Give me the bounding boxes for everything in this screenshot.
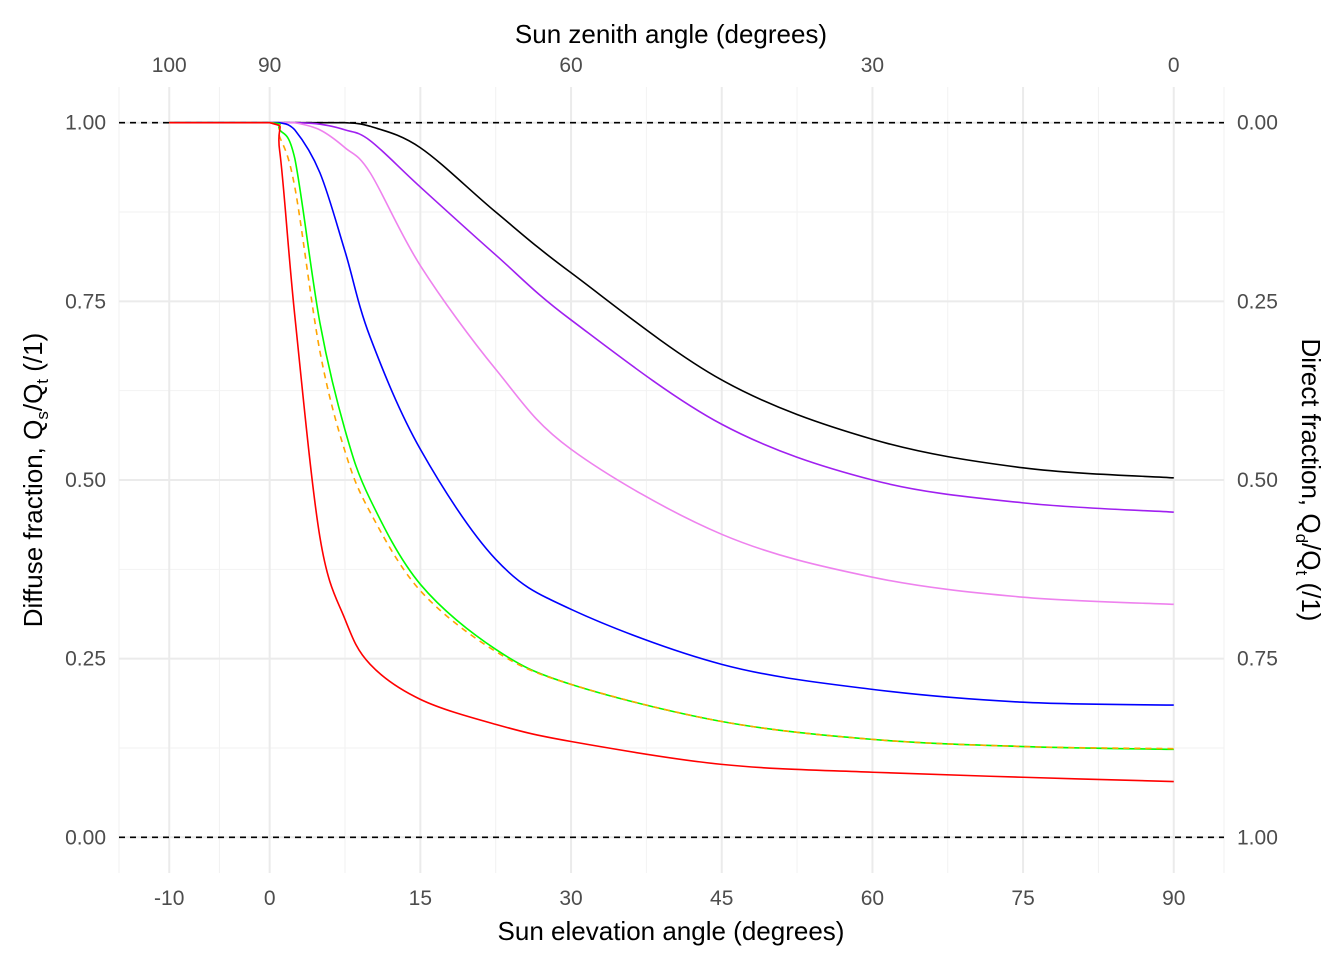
y-tick-label: 0.50 <box>65 469 106 492</box>
top-tick-label: 30 <box>861 54 884 77</box>
series-line-red <box>169 121 1174 783</box>
reference-lines <box>119 121 1224 839</box>
x-tick-label: 15 <box>409 887 432 910</box>
top-tick-label: 100 <box>152 54 187 77</box>
right-tick-label: 0.00 <box>1237 112 1278 135</box>
y-tick-label: 0.25 <box>65 648 106 671</box>
x-tick-label: 45 <box>710 887 733 910</box>
series-line-blue <box>169 121 1174 706</box>
top-tick-label: 0 <box>1168 54 1180 77</box>
top-axis-title: Sun zenith angle (degrees) <box>515 19 827 49</box>
x-tick-label: 30 <box>559 887 582 910</box>
series-line-violet <box>169 121 1174 606</box>
top-tick-label: 90 <box>258 54 281 77</box>
y-tick-label: 1.00 <box>65 112 106 135</box>
right-tick-label: 0.25 <box>1237 290 1278 313</box>
x-tick-label: -10 <box>154 887 184 910</box>
series-line-orange <box>169 121 1174 750</box>
top-tick-label: 60 <box>559 54 582 77</box>
x-tick-label: 60 <box>861 887 884 910</box>
series-lines <box>169 121 1174 783</box>
y-tick-label: 0.75 <box>65 290 106 313</box>
right-tick-label: 0.50 <box>1237 469 1278 492</box>
x-tick-label: 75 <box>1011 887 1034 910</box>
y-axis-title: Diffuse fraction, Qs/Qt (/1) <box>18 333 52 628</box>
tick-labels: -10 0 15 30 45 60 75 90 100 90 60 30 0 0.00 0.25 0.50 0.… <box>65 54 1278 910</box>
x-tick-label: 0 <box>264 887 276 910</box>
right-tick-label: 0.75 <box>1237 648 1278 671</box>
right-axis-title: Direct fraction, Qd/Qt (/1) <box>1292 339 1326 622</box>
x-axis-title: Sun elevation angle (degrees) <box>498 916 845 946</box>
right-tick-label: 1.00 <box>1237 826 1278 849</box>
y-tick-label: 0.00 <box>65 826 106 849</box>
x-tick-label: 90 <box>1162 887 1185 910</box>
